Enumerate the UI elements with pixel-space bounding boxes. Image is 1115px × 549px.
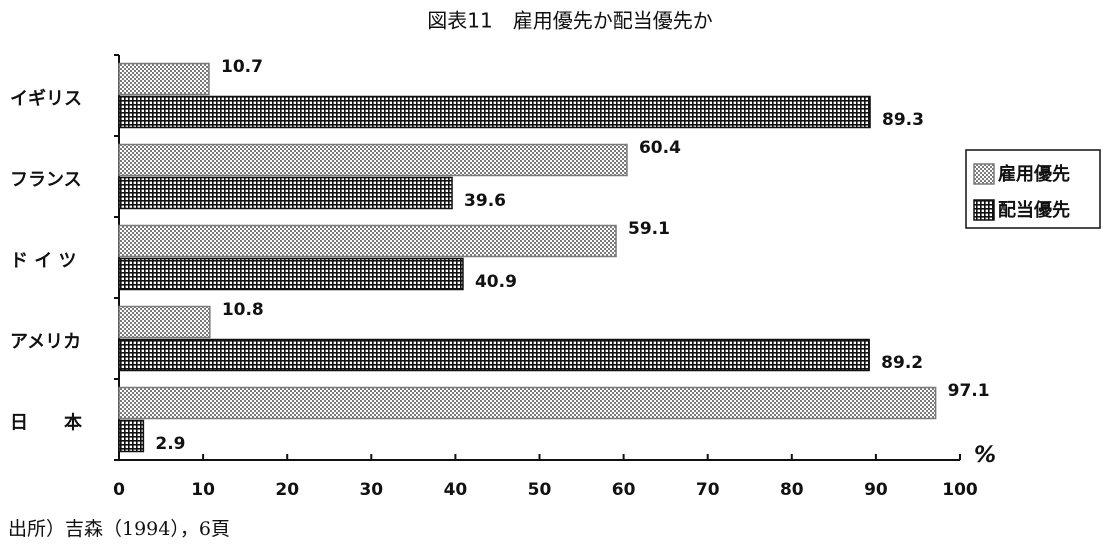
x-tick-label: 70 bbox=[696, 480, 720, 500]
value-label: 40.9 bbox=[475, 272, 517, 292]
category-label: ド イ ツ bbox=[10, 251, 77, 272]
x-tick-label: 80 bbox=[780, 480, 804, 500]
bar bbox=[118, 95, 871, 129]
value-label: 60.4 bbox=[639, 138, 681, 158]
bar bbox=[118, 305, 211, 339]
category-label: 日 本 bbox=[10, 412, 82, 434]
category-label: アメリカ bbox=[10, 332, 81, 353]
bar bbox=[118, 386, 937, 420]
value-label: 59.1 bbox=[628, 219, 670, 239]
bar bbox=[118, 143, 628, 177]
x-tick-label: 0 bbox=[113, 480, 125, 500]
x-tick-label: 30 bbox=[359, 480, 383, 500]
source-note: 出所）吉森（1994），6頁 bbox=[8, 518, 230, 540]
bar bbox=[118, 257, 464, 291]
x-tick-label: 20 bbox=[275, 480, 299, 500]
bar bbox=[118, 224, 617, 258]
bar bbox=[118, 419, 145, 453]
bar bbox=[118, 62, 210, 96]
value-label: 89.3 bbox=[882, 110, 924, 130]
x-tick-label: 40 bbox=[444, 480, 468, 500]
x-tick-label: 60 bbox=[612, 480, 636, 500]
bar bbox=[118, 338, 870, 372]
value-label: 10.8 bbox=[222, 300, 264, 320]
value-label: 10.7 bbox=[221, 57, 263, 77]
legend-label: 配当優先 bbox=[998, 199, 1070, 221]
x-tick-label: 100 bbox=[942, 480, 978, 500]
x-tick-label: 10 bbox=[191, 480, 215, 500]
legend-swatch bbox=[973, 163, 995, 185]
chart-title: 図表11 雇用優先か配当優先か bbox=[427, 9, 712, 33]
value-label: 39.6 bbox=[464, 191, 506, 211]
value-label: 2.9 bbox=[155, 434, 185, 454]
value-label: 97.1 bbox=[948, 381, 990, 401]
category-label: イギリス bbox=[10, 89, 82, 110]
x-axis-label: % bbox=[974, 443, 996, 468]
category-label: フランス bbox=[10, 170, 82, 191]
legend-swatch bbox=[973, 199, 995, 221]
legend-label: 雇用優先 bbox=[998, 163, 1070, 185]
value-label: 89.2 bbox=[881, 353, 923, 373]
x-tick-label: 90 bbox=[864, 480, 888, 500]
x-tick-label: 50 bbox=[528, 480, 552, 500]
bar bbox=[118, 176, 453, 210]
